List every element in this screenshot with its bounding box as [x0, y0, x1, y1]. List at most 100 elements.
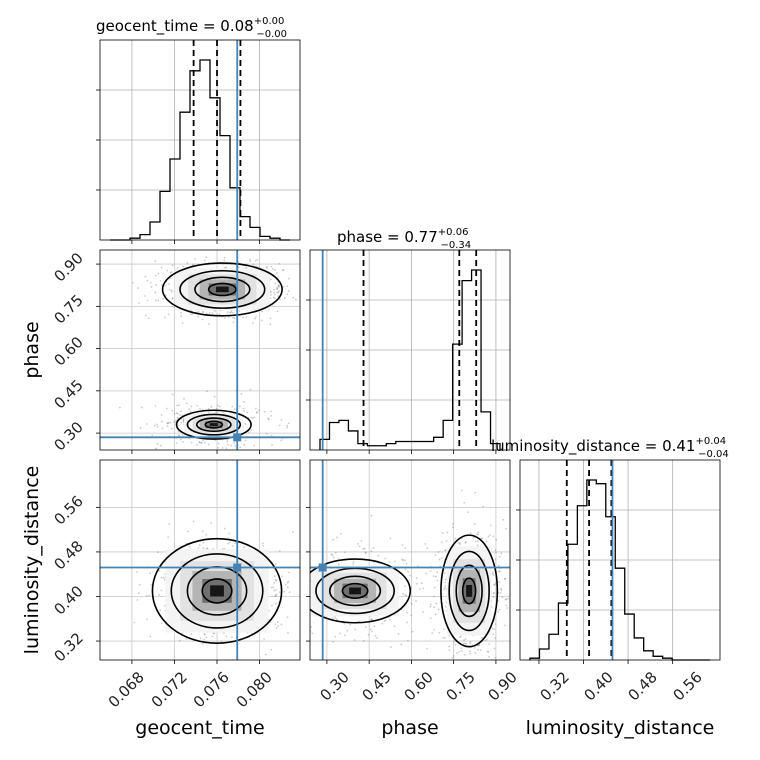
sample-point: [273, 297, 276, 300]
sample-point: [269, 278, 272, 281]
sample-point: [182, 441, 184, 443]
ytick-phase: 0.75: [50, 291, 86, 327]
sample-point: [284, 297, 286, 299]
sample-point: [305, 512, 307, 514]
sample-point: [505, 598, 508, 601]
sample-point: [481, 636, 484, 639]
sample-point: [162, 576, 165, 579]
sample-point: [363, 547, 366, 550]
sample-point: [233, 317, 236, 319]
sample-point: [149, 635, 152, 638]
sample-point: [229, 311, 232, 314]
sample-point: [252, 322, 254, 325]
sample-point: [307, 534, 309, 536]
sample-point: [393, 625, 396, 628]
density-cell: [210, 585, 224, 597]
sample-point: [223, 527, 226, 530]
sample-point: [139, 426, 142, 429]
sample-point: [274, 579, 277, 581]
sample-point: [370, 514, 373, 517]
sample-point: [221, 447, 224, 449]
panels: [96, 39, 721, 665]
sample-point: [404, 559, 407, 562]
sample-point: [283, 590, 286, 593]
sample-point: [177, 434, 180, 437]
sample-point: [157, 299, 160, 302]
sample-point: [491, 573, 494, 575]
sample-point: [272, 586, 275, 589]
sample-point: [286, 593, 288, 595]
sample-point: [190, 405, 193, 408]
sample-point: [279, 584, 281, 586]
sample-point: [200, 441, 203, 444]
sample-point: [147, 317, 150, 320]
sample-point: [369, 628, 372, 631]
sample-point: [458, 651, 460, 653]
sample-point: [280, 623, 283, 626]
sample-point: [277, 276, 279, 279]
panel-hist-phase: [306, 250, 510, 454]
sample-point: [286, 565, 288, 567]
sample-point: [224, 317, 226, 320]
sample-point: [381, 622, 384, 625]
sample-point: [274, 595, 277, 598]
sample-point: [474, 540, 477, 543]
density-cell: [466, 584, 473, 597]
sample-point: [438, 558, 441, 561]
sample-point: [463, 501, 466, 504]
sample-point: [173, 412, 176, 415]
sample-point: [454, 643, 457, 646]
sample-point: [163, 604, 166, 607]
sample-point: [264, 653, 267, 656]
sample-point: [441, 541, 443, 544]
sample-point: [466, 511, 469, 514]
sample-point: [293, 597, 295, 599]
contour: [455, 564, 483, 618]
sample-point: [163, 578, 166, 581]
sample-point: [415, 600, 417, 602]
sample-point: [494, 637, 497, 639]
sample-point: [445, 540, 448, 542]
sample-point: [270, 435, 273, 437]
hist-step: [110, 59, 290, 241]
sample-point: [188, 408, 191, 410]
sample-point: [444, 605, 447, 608]
ytick-phase: 0.90: [50, 249, 86, 285]
hist-step: [319, 269, 501, 450]
sample-point: [280, 418, 283, 421]
sample-point: [415, 582, 418, 585]
sample-point: [411, 630, 414, 633]
sample-point: [191, 313, 194, 315]
sample-point: [196, 404, 199, 407]
sample-point: [492, 574, 495, 577]
sample-point: [203, 442, 206, 444]
sample-point: [334, 635, 337, 638]
sample-point: [249, 258, 252, 261]
sample-point: [501, 596, 504, 599]
sample-point: [271, 267, 274, 270]
sample-point: [464, 541, 467, 544]
sample-point: [371, 618, 373, 621]
sample-point: [208, 451, 210, 453]
sample-point: [156, 425, 159, 428]
sample-point: [273, 293, 276, 296]
sample-point: [456, 652, 458, 654]
sample-point: [410, 602, 413, 605]
sample-point: [278, 290, 280, 293]
sample-point: [198, 544, 201, 546]
sample-point: [154, 274, 157, 277]
sample-point: [286, 581, 289, 584]
sample-point: [171, 297, 174, 300]
sample-point: [160, 576, 163, 579]
sample-point: [250, 632, 253, 635]
sample-point: [229, 541, 231, 544]
sample-point: [291, 610, 293, 612]
sample-point: [459, 543, 461, 546]
sample-point: [291, 598, 293, 600]
sample-point: [437, 608, 440, 611]
title-geocent-time-median: 0.08: [220, 17, 253, 35]
sample-point: [404, 568, 406, 571]
sample-point: [206, 547, 209, 550]
sample-point: [483, 663, 485, 665]
